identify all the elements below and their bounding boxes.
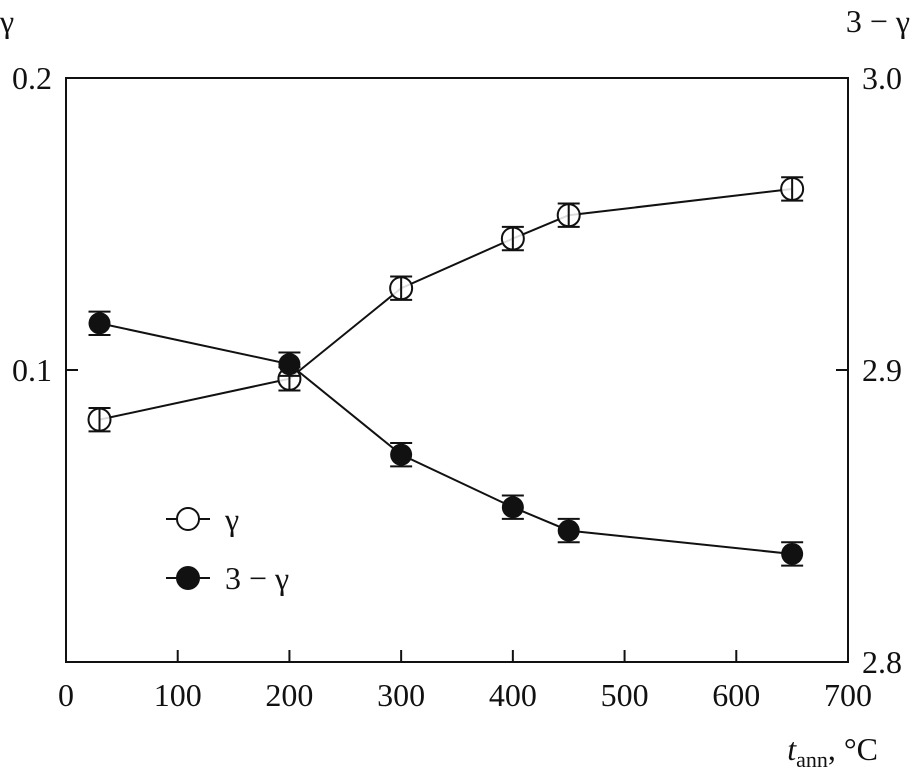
x-label-unit: , °C	[828, 731, 878, 767]
legend-marker-3-gamma	[176, 566, 200, 590]
legend-label-gamma: γ	[224, 501, 239, 537]
x-tick-label: 700	[824, 677, 872, 713]
y-right-tick-label: 2.8	[862, 644, 902, 680]
data-point	[278, 353, 301, 376]
x-tick-label: 300	[377, 677, 425, 713]
x-tick-label: 200	[265, 677, 313, 713]
y-right-tick-label: 3.0	[862, 60, 902, 96]
data-point	[557, 519, 580, 542]
x-tick-label: 400	[489, 677, 537, 713]
series-line	[99, 187, 793, 421]
series-0	[87, 176, 805, 433]
data-point	[88, 312, 111, 335]
legend: γ 3 − γ	[166, 501, 289, 596]
legend-marker-gamma	[176, 507, 200, 531]
x-tick-label: 500	[601, 677, 649, 713]
x-tick-label: 600	[712, 677, 760, 713]
series-line	[99, 322, 793, 555]
data-point	[501, 496, 524, 519]
x-tick-label: 100	[154, 677, 202, 713]
y-left-label: γ	[0, 3, 14, 39]
x-label-var: t	[787, 731, 797, 767]
y-left-tick-label: 0.2	[12, 60, 52, 96]
x-label-sub: ann	[796, 747, 828, 772]
y-right-tick-label: 2.9	[862, 352, 902, 388]
series-1	[88, 310, 804, 567]
x-tick-label: 0	[58, 677, 74, 713]
data-point	[390, 443, 413, 466]
legend-label-3-gamma: 3 − γ	[225, 560, 289, 596]
y-right-label: 3 − γ	[846, 3, 910, 39]
x-axis-label: tann, °C	[787, 731, 878, 772]
data-point	[781, 542, 804, 565]
y-left-tick-label: 0.1	[12, 352, 52, 388]
